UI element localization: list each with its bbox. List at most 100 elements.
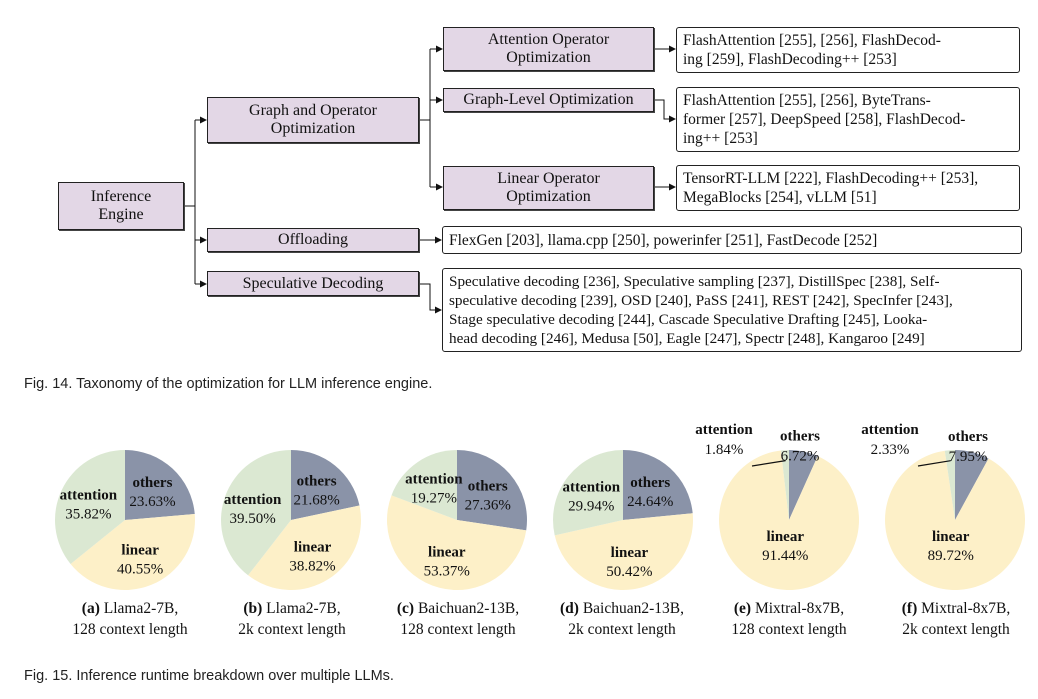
branch-label: Graph and Operator Optimization (249, 102, 377, 137)
pie-caption-f: (f) Mixtral-8x7B, 2k context length (876, 598, 1036, 640)
caption-tag: (d) (560, 600, 579, 617)
pie-label-value-others: 6.72% (781, 449, 820, 465)
pie-label-value-others: 27.36% (465, 497, 511, 513)
pie-slice-attention (391, 450, 457, 520)
pie-label-name-others: others (948, 429, 988, 445)
pie-slice-others (291, 450, 360, 520)
pie-slice-others (623, 450, 693, 520)
caption-model: Llama2-7B, (103, 600, 179, 617)
caption-context: 128 context length (72, 621, 188, 638)
sub-branch-label: Linear Operator Optimization (497, 170, 600, 205)
leaf-line: Stage speculative decoding [244], Cascad… (449, 311, 928, 328)
pie-label-name-linear: linear (932, 529, 970, 545)
pie-label-name-others: others (468, 478, 508, 494)
pie-chart-b: others 21.68% linear 38.82% attention 39.50% (221, 450, 361, 590)
pie-label-name-attention: attention (695, 422, 753, 438)
pie-slice-linear (885, 450, 1026, 591)
caption-context: 128 context length (731, 621, 847, 638)
leaf-line: head decoding [246], Medusa [50], Eagle … (449, 330, 925, 347)
pie-slice-others (457, 450, 527, 531)
pie-chart-a: others 23.63% linear 40.55% attention 35.82% (54, 450, 195, 591)
caption-tag: (e) (733, 600, 752, 617)
fig14-caption: Fig. 14. Taxonomy of the optimization fo… (24, 376, 433, 392)
leaf-attention-operator: FlashAttention [255], [256], FlashDecod-… (676, 27, 1020, 73)
pie-slice-others (955, 450, 989, 520)
leaf-line: FlashAttention [255], [256], FlashDecod- (683, 32, 941, 49)
pie-label-name-attention: attention (224, 492, 282, 508)
pie-label-name-attention: attention (563, 480, 621, 496)
caption-model: Baichuan2-13B, (582, 600, 684, 617)
pie-label-name-linear: linear (611, 545, 649, 561)
pie-label-value-linear: 40.55% (117, 562, 163, 578)
caption-model: Baichuan2-13B, (417, 600, 520, 617)
branch-offloading: Offloading (207, 228, 419, 252)
pie-label-name-others: others (630, 475, 670, 491)
leaf-line: Speculative decoding [236], Speculative … (449, 273, 940, 290)
pie-caption-e: (e) Mixtral-8x7B, 128 context length (709, 598, 869, 640)
pie-charts: others23.63%linear40.55%attention35.82%o… (54, 422, 1026, 591)
pie-label-value-attention: 29.94% (568, 499, 614, 515)
pie-label-value-others: 23.63% (129, 494, 175, 510)
pie-label-name-others: others (132, 475, 172, 491)
pie-leader-line-attention (917, 460, 951, 467)
branch-label: Offloading (278, 231, 348, 248)
pie-label-name-linear: linear (294, 539, 332, 555)
pie-slice-others (125, 450, 195, 520)
pie-label-value-attention: 2.33% (871, 442, 910, 458)
pie-slice-attention (944, 450, 955, 520)
pie-label-value-linear: 89.72% (928, 548, 974, 564)
pie-caption-c: (c) Baichuan2-13B, 128 context length (378, 598, 538, 640)
pie-label-name-linear: linear (428, 544, 466, 560)
pie-label-value-attention: 39.50% (229, 511, 275, 527)
sub-branch-label: Graph-Level Optimization (463, 91, 634, 108)
pie-label-name-linear: linear (767, 529, 805, 545)
caption-tag: (b) (243, 600, 263, 617)
pie-caption-b: (b) Llama2-7B, 2k context length (212, 598, 372, 640)
leaf-line: FlexGen [203], llama.cpp [250], powerinf… (449, 231, 878, 249)
caption-context: 2k context length (238, 621, 346, 638)
caption-tag: (f) (901, 600, 918, 617)
pie-label-value-attention: 1.84% (705, 442, 744, 458)
leaf-speculative-decoding: Speculative decoding [236], Speculative … (442, 268, 1022, 352)
pie-label-value-attention: 19.27% (411, 491, 457, 507)
branch-speculative-decoding: Speculative Decoding (207, 271, 419, 296)
caption-model: Llama2-7B, (266, 600, 341, 617)
pie-label-value-others: 24.64% (627, 494, 673, 510)
pie-label-name-attention: attention (60, 488, 118, 504)
pie-caption-a: (a) Llama2-7B, 128 context length (50, 598, 210, 640)
pie-label-value-linear: 38.82% (289, 558, 335, 574)
leaf-line: ing++ [253] (683, 130, 758, 147)
pie-label-name-attention: attention (861, 422, 919, 438)
leaf-graph-level: FlashAttention [255], [256], ByteTrans- … (676, 87, 1020, 152)
caption-model: Mixtral-8x7B, (921, 600, 1011, 617)
leaf-offloading: FlexGen [203], llama.cpp [250], powerinf… (442, 226, 1022, 254)
pie-label-name-others: others (780, 429, 820, 445)
leaf-line: former [257], DeepSpeed [258], FlashDeco… (683, 111, 966, 128)
root-node-inference-engine: Inference Engine (58, 182, 184, 230)
pie-slice-attention (553, 450, 623, 536)
pie-label-value-others: 7.95% (949, 449, 988, 465)
sub-branch-linear-operator: Linear Operator Optimization (443, 166, 654, 210)
leaf-line: MegaBlocks [254], vLLM [51] (683, 189, 877, 206)
pie-label-name-linear: linear (121, 543, 159, 559)
pie-label-value-others: 21.68% (293, 492, 339, 508)
pie-label-name-others: others (297, 473, 337, 489)
pie-leader-line-attention (751, 460, 786, 467)
pie-slice-attention (54, 450, 126, 565)
branch-label: Speculative Decoding (242, 274, 384, 292)
sub-branch-label: Attention Operator Optimization (487, 31, 610, 66)
sub-branch-graph-level: Graph-Level Optimization (443, 88, 654, 112)
taxonomy-connectors (184, 45, 676, 314)
leaf-linear-operator: TensorRT-LLM [222], FlashDecoding++ [253… (676, 165, 1020, 211)
pie-slice-attention (780, 450, 789, 520)
leaf-line: ing [259], FlashDecoding++ [253] (683, 51, 897, 68)
pie-slice-linear (248, 505, 361, 590)
pie-label-value-linear: 50.42% (606, 564, 652, 580)
fig15-caption: Fig. 15. Inference runtime breakdown ove… (24, 668, 394, 684)
pie-chart-c: others 27.36% linear 53.37% attention 19.27% (386, 450, 527, 591)
leaf-line: FlashAttention [255], [256], ByteTrans- (683, 92, 931, 109)
caption-context: 2k context length (902, 621, 1010, 638)
pie-caption-d: (d) Baichuan2-13B, 2k context length (542, 598, 702, 640)
caption-context: 2k context length (568, 621, 676, 638)
sub-branch-attention-operator: Attention Operator Optimization (443, 27, 654, 71)
